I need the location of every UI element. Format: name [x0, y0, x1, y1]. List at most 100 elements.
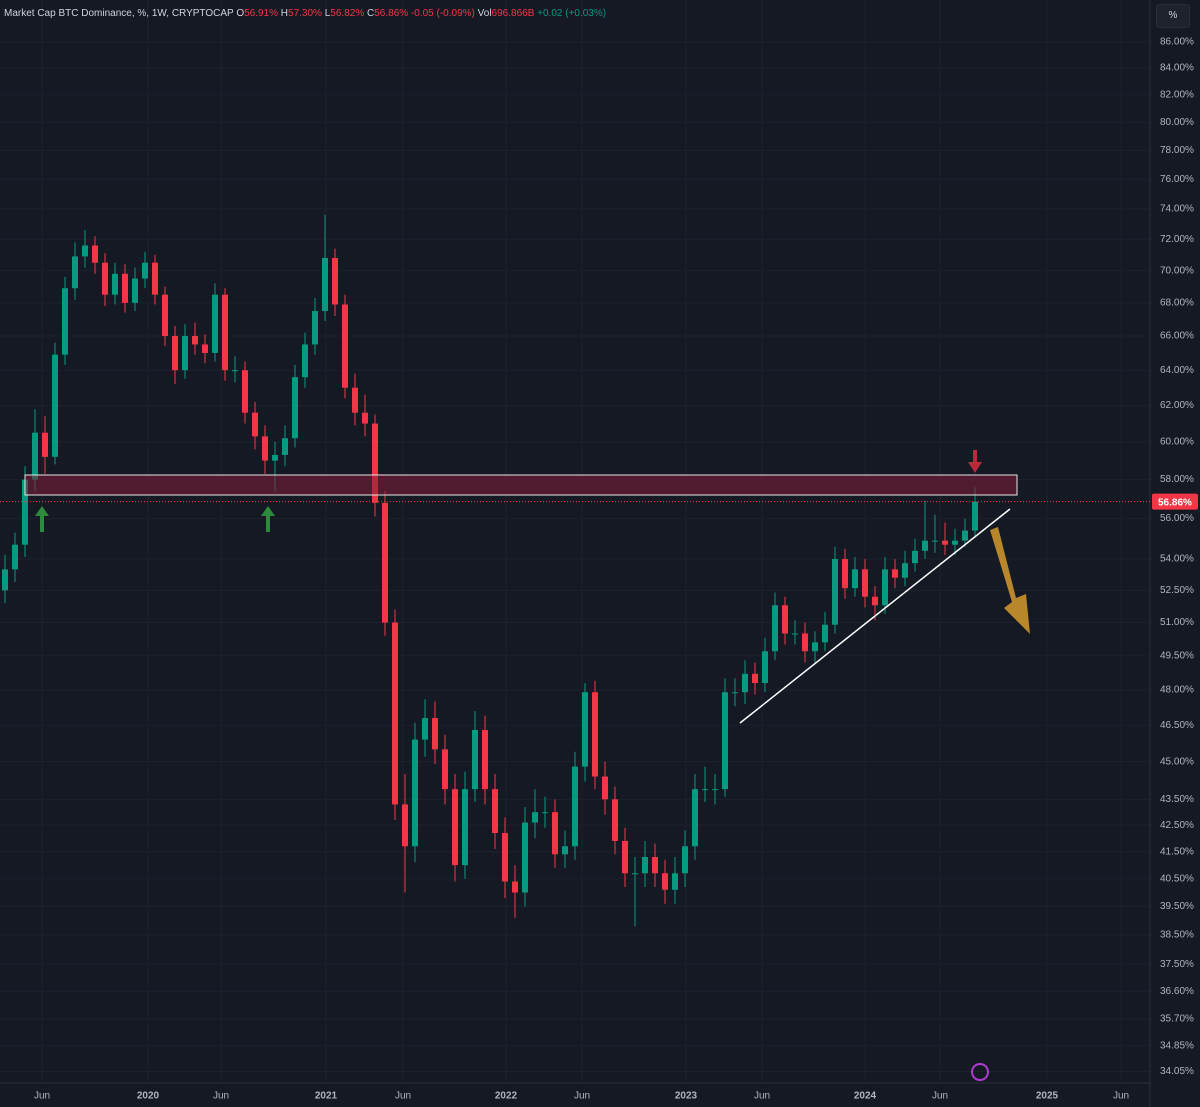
candle-body [222, 294, 228, 371]
trend-line [739, 508, 1011, 724]
y-tick-label: 84.00% [1160, 63, 1194, 74]
candle-body [702, 789, 708, 791]
candle-body [902, 563, 908, 578]
candle-body [922, 540, 928, 551]
candle-body [542, 812, 548, 814]
candle-body [152, 262, 158, 295]
candle-body [692, 789, 698, 847]
up-arrow [261, 506, 275, 532]
candle-body [342, 304, 348, 388]
candle-body [262, 436, 268, 461]
ohlc-value: 56.86% [374, 8, 409, 19]
logo [971, 1063, 989, 1081]
candle-body [402, 804, 408, 847]
candle-body [92, 245, 98, 263]
ohlc-value: 56.82% [330, 8, 365, 19]
candle-body [562, 846, 568, 855]
candle-body [382, 502, 388, 623]
candle-body [142, 262, 148, 279]
ohlc-key: C [367, 8, 375, 19]
y-tick-label: 52.50% [1160, 585, 1194, 596]
y-tick-label: 36.60% [1160, 986, 1194, 997]
candle-body [782, 605, 788, 634]
y-tick-label: 82.00% [1160, 89, 1194, 100]
ohlc: O56.91% H57.30% L56.82% C56.86% [236, 8, 411, 19]
y-tick-label: 43.50% [1160, 794, 1194, 805]
candle-body [432, 718, 438, 750]
candle-body [212, 294, 218, 353]
candle-body [32, 432, 38, 480]
x-tick-label: 2020 [137, 1091, 160, 1102]
candle-body [602, 776, 608, 800]
candle-body [322, 257, 328, 312]
candle-body [162, 294, 168, 337]
y-tick-label: 76.00% [1160, 174, 1194, 185]
candle-body [82, 245, 88, 257]
ohlc-key: L [324, 8, 331, 19]
candle-body [532, 812, 538, 823]
candle-body [242, 370, 248, 413]
candle-body [452, 789, 458, 866]
x-tick-label: 2022 [495, 1091, 518, 1102]
y-tick-label: 54.00% [1160, 554, 1194, 565]
y-tick-label: 37.50% [1160, 959, 1194, 970]
y-tick-label: 45.00% [1160, 756, 1194, 767]
candle-body [852, 569, 858, 589]
x-tick-label: Jun [574, 1091, 590, 1102]
y-tick-label: 64.00% [1160, 365, 1194, 376]
y-tick-label: 70.00% [1160, 265, 1194, 276]
candle-body [802, 633, 808, 652]
candle-body [272, 454, 278, 461]
candle-body [132, 278, 138, 303]
y-tick-label: 41.50% [1160, 846, 1194, 857]
last-price-badge [1152, 493, 1198, 510]
y-tick-label: 58.00% [1160, 474, 1194, 485]
y-tick-label: 51.00% [1160, 617, 1194, 628]
candle-body [412, 739, 418, 847]
candle-body [502, 833, 508, 882]
x-tick-label: Jun [395, 1091, 411, 1102]
change: -0.05 (-0.09%) [410, 8, 475, 19]
candle-body [792, 633, 798, 635]
y-tick-label: 74.00% [1160, 204, 1194, 215]
candle-body [732, 692, 738, 694]
candle-body [882, 569, 888, 606]
candle-body [612, 799, 618, 841]
candle-body [812, 642, 818, 652]
candle-body [932, 540, 938, 542]
candle-body [622, 840, 628, 874]
x-tick-label: 2025 [1036, 1091, 1059, 1102]
candle-body [772, 605, 778, 652]
candle-body [752, 673, 758, 683]
y-tick-label: 49.50% [1160, 650, 1194, 661]
candle-body [742, 673, 748, 693]
candle-body [22, 479, 28, 545]
candle-body [362, 412, 368, 424]
candle-body [652, 856, 658, 874]
projection-arrow [990, 527, 1030, 634]
candle-body [642, 856, 648, 874]
candle-body [842, 559, 848, 589]
candle-body [682, 846, 688, 874]
ohlc-key: O [236, 8, 245, 19]
x-tick-label: 2023 [675, 1091, 698, 1102]
volume: 696.866B [491, 8, 535, 19]
scale-button[interactable]: % [1156, 4, 1190, 28]
candle-body [372, 423, 378, 503]
candle-body [872, 596, 878, 606]
candle-body [392, 622, 398, 805]
candle-body [672, 873, 678, 890]
resistance-zone [24, 474, 1018, 496]
grid [0, 0, 1150, 1083]
candle-body [442, 749, 448, 790]
ohlc-key: H [280, 8, 289, 19]
y-tick-label: 42.50% [1160, 820, 1194, 831]
candle-body [252, 412, 258, 437]
y-tick-label: 60.00% [1160, 437, 1194, 448]
up-arrow [35, 506, 49, 532]
ohlc-value: 56.91% [244, 8, 279, 19]
candle-body [472, 729, 478, 790]
